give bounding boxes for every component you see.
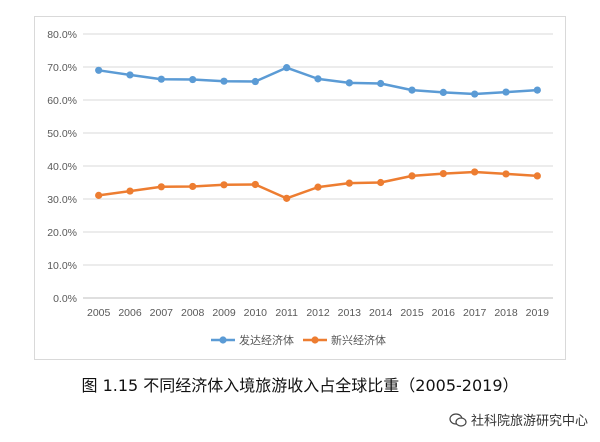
x-tick-label: 2008 xyxy=(181,307,205,319)
data-point xyxy=(220,77,228,85)
data-point xyxy=(95,66,103,74)
y-tick-label: 30.0% xyxy=(47,194,77,206)
y-tick-label: 70.0% xyxy=(47,62,77,74)
y-tick-label: 10.0% xyxy=(47,260,77,272)
data-point xyxy=(126,187,134,195)
data-point xyxy=(189,182,197,191)
data-point xyxy=(95,191,103,199)
x-tick-label: 2014 xyxy=(369,307,393,319)
data-point xyxy=(251,180,259,189)
x-tick-label: 2009 xyxy=(212,307,236,319)
wechat-icon xyxy=(449,412,467,427)
data-point xyxy=(126,71,134,79)
data-point xyxy=(220,181,228,189)
data-point xyxy=(377,79,385,88)
legend-swatch-marker xyxy=(311,336,319,344)
legend-label: 发达经济体 xyxy=(239,333,294,347)
data-point xyxy=(345,179,353,187)
data-point xyxy=(439,169,447,178)
data-point xyxy=(533,172,541,180)
legend-label: 新兴经济体 xyxy=(331,333,386,347)
x-tick-label: 2007 xyxy=(150,307,174,319)
data-point xyxy=(377,178,385,187)
y-tick-label: 50.0% xyxy=(47,128,77,140)
x-tick-label: 2016 xyxy=(432,307,456,319)
y-tick-label: 40.0% xyxy=(47,161,77,173)
data-point xyxy=(283,194,291,202)
data-point xyxy=(157,183,165,191)
x-tick-label: 2011 xyxy=(275,307,298,319)
x-tick-label: 2006 xyxy=(118,307,142,319)
x-tick-label: 2013 xyxy=(338,307,362,319)
data-point xyxy=(251,77,259,86)
x-tick-label: 2015 xyxy=(400,307,424,319)
y-tick-label: 0.0% xyxy=(53,293,77,305)
x-tick-label: 2017 xyxy=(463,307,487,319)
data-point xyxy=(408,86,416,94)
watermark: 社科院旅游研究中心 xyxy=(449,410,588,429)
data-point xyxy=(314,183,322,191)
figure-caption: 图 1.15 不同经济体入境旅游收入占全球比重（2005-2019） xyxy=(81,376,519,395)
y-tick-label: 20.0% xyxy=(47,227,77,239)
x-tick-label: 2012 xyxy=(306,307,330,319)
data-point xyxy=(314,75,322,83)
data-point xyxy=(283,64,291,72)
data-point xyxy=(533,86,541,94)
data-point xyxy=(471,90,479,98)
data-point xyxy=(189,75,197,84)
data-point xyxy=(408,172,416,180)
data-point xyxy=(502,88,510,96)
x-tick-label: 2005 xyxy=(87,307,111,319)
watermark-text: 社科院旅游研究中心 xyxy=(470,414,588,429)
x-tick-label: 2019 xyxy=(526,307,550,319)
data-point xyxy=(345,79,353,87)
data-point xyxy=(471,168,479,176)
legend-swatch-marker xyxy=(219,336,227,344)
x-tick-label: 2010 xyxy=(244,307,268,319)
x-tick-label: 2018 xyxy=(494,307,518,319)
data-point xyxy=(502,170,510,178)
y-tick-label: 60.0% xyxy=(47,95,77,107)
line-chart: 0.0% 10.0% 20.0% 30.0% 40.0% 50.0% 60.0% 70.0% 8… xyxy=(47,29,553,347)
data-point xyxy=(439,88,447,97)
chart-frame: 0.0% 10.0% 20.0% 30.0% 40.0% 50.0% 60.0% 70.0% 8… xyxy=(34,16,566,360)
y-tick-label: 80.0% xyxy=(47,29,77,41)
data-point xyxy=(157,75,165,83)
